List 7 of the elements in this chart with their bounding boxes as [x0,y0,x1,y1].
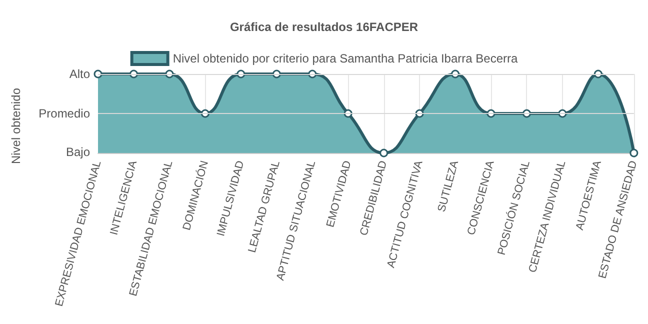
x-tick-label: LEALTAD GRUPAL [246,159,282,254]
text: Bajo [66,145,90,159]
ref-line-label: Promedio [38,106,90,120]
legend-label: Nivel obtenido por criterio para Samantha Patricia Ibarra Becerra [172,52,518,66]
chart-title: Gráfica de resultados 16FACPER [230,20,418,34]
y-axis-title: Nivel obtenido [9,88,23,164]
ref-line-label: Alto [69,67,90,81]
